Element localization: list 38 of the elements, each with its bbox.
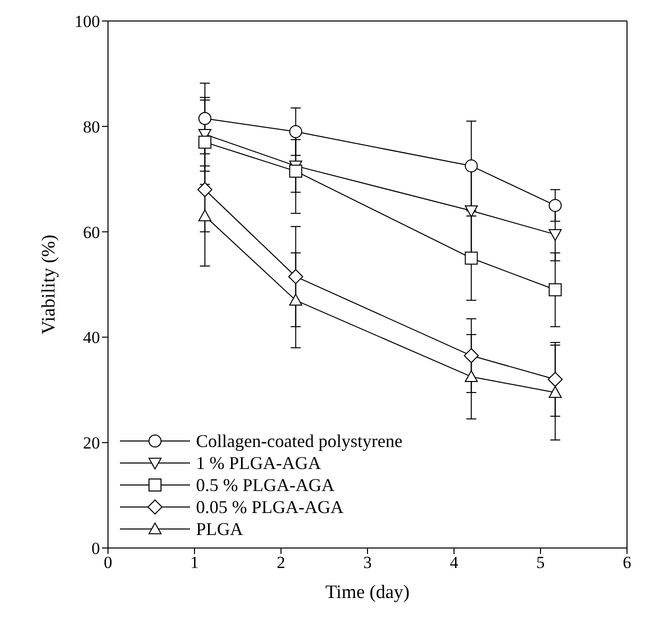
point: [289, 125, 302, 138]
point: [289, 294, 302, 306]
legend-label: 0.05 % PLGA-AGA: [196, 496, 344, 518]
x-tick-label: 2: [276, 553, 286, 572]
x-tick-label: 6: [622, 553, 632, 572]
x-tick-label: 5: [536, 553, 545, 572]
point: [464, 370, 478, 382]
point: [288, 269, 304, 284]
y-tick-label: 0: [92, 539, 100, 558]
point: [548, 372, 563, 387]
x-axis-title: Time (day): [325, 582, 410, 603]
x-tick-label: 4: [450, 553, 459, 572]
y-tick-label: 80: [83, 117, 100, 136]
y-tick-label: 20: [83, 434, 100, 453]
y-tick-label: 100: [74, 12, 100, 32]
y-tick-label: 60: [83, 222, 100, 242]
y-axis-title: Viability (%): [38, 234, 60, 334]
point: [289, 164, 302, 178]
point: [464, 252, 478, 265]
point: [198, 136, 212, 149]
x-tick-label: 3: [363, 553, 372, 572]
point: [464, 205, 478, 218]
legend-label: 1 % PLGA-AGA: [196, 452, 321, 474]
legend-label: Collagen-coated polystyrene: [196, 430, 402, 452]
x-tick-label: 0: [104, 553, 112, 572]
legend-label: PLGA: [196, 518, 244, 540]
y-tick-label: 40: [83, 328, 100, 348]
legend-label: 0.5 % PLGA-AGA: [196, 474, 334, 496]
point: [548, 198, 562, 212]
point: [548, 283, 562, 296]
x-tick-label: 1: [190, 553, 199, 572]
point: [198, 209, 212, 222]
point: [464, 159, 478, 172]
point: [198, 112, 212, 125]
point: [197, 182, 212, 198]
point: [548, 229, 562, 241]
point: [464, 348, 479, 364]
point: [548, 386, 562, 398]
